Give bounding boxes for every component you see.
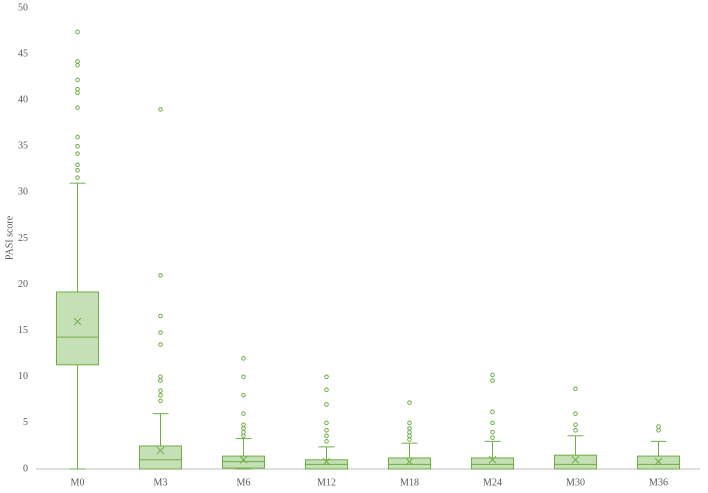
outlier <box>490 435 495 440</box>
y-tick-label: 10 <box>18 371 28 382</box>
outlier <box>656 424 661 429</box>
outlier <box>158 374 163 380</box>
y-tick-label: 0 <box>23 463 28 474</box>
outlier <box>75 162 80 168</box>
x-tick-label: M36 <box>649 477 668 488</box>
y-axis-label: PASI score <box>4 215 15 260</box>
outlier <box>241 426 246 431</box>
mean-marker <box>488 455 497 464</box>
outlier <box>241 411 246 416</box>
outlier <box>490 378 495 383</box>
box <box>554 454 597 470</box>
outlier <box>75 59 80 64</box>
outlier <box>158 107 163 112</box>
outlier <box>75 90 80 96</box>
box <box>637 455 680 470</box>
mean-marker <box>156 446 165 455</box>
outlier <box>407 400 412 405</box>
outlier <box>407 437 412 442</box>
outlier <box>573 386 578 392</box>
y-tick-label: 15 <box>18 325 28 336</box>
outlier <box>490 420 495 426</box>
outlier <box>158 273 163 278</box>
outlier <box>573 411 578 416</box>
outlier <box>241 392 246 398</box>
x-tick-label: M30 <box>566 477 585 488</box>
outlier <box>75 86 80 92</box>
outlier <box>656 427 661 433</box>
mean-marker <box>571 455 580 464</box>
outlier <box>75 167 80 173</box>
outlier <box>75 151 80 156</box>
outlier <box>75 105 80 110</box>
outlier <box>324 402 329 407</box>
outlier <box>407 426 412 431</box>
outlier <box>75 62 80 68</box>
outlier <box>324 433 329 439</box>
y-tick-label: 25 <box>18 233 28 244</box>
outlier <box>490 409 495 415</box>
x-tick-label: M24 <box>483 477 502 488</box>
y-tick-label: 40 <box>18 94 28 105</box>
outlier <box>75 175 80 180</box>
outlier <box>75 144 80 149</box>
x-tick-label: M18 <box>400 477 419 488</box>
outlier <box>324 387 329 393</box>
outlier <box>490 429 495 435</box>
outlier <box>158 398 163 404</box>
outlier <box>573 422 578 428</box>
x-tick-label: M6 <box>237 477 251 488</box>
y-tick-label: 45 <box>18 48 28 59</box>
outlier <box>158 392 163 398</box>
mean-marker <box>239 455 248 464</box>
box <box>471 457 514 470</box>
outlier <box>241 429 246 435</box>
y-tick-label: 20 <box>18 279 28 290</box>
outlier <box>407 433 412 439</box>
outlier <box>573 427 578 433</box>
outlier <box>407 420 412 426</box>
y-tick-label: 5 <box>23 417 28 428</box>
outlier <box>158 388 163 393</box>
outlier <box>75 77 80 83</box>
y-tick-label: 35 <box>18 141 28 152</box>
mean-marker <box>322 457 331 466</box>
box <box>139 445 182 470</box>
box <box>56 291 99 366</box>
outlier <box>241 356 246 361</box>
outlier <box>158 342 163 347</box>
outlier <box>407 429 412 435</box>
mean-marker <box>405 457 414 466</box>
outlier <box>241 433 246 439</box>
y-tick-label: 50 <box>18 2 28 13</box>
mean-marker <box>73 317 82 326</box>
x-tick-label: M0 <box>71 477 85 488</box>
outlier <box>158 330 163 335</box>
mean-marker <box>654 457 663 466</box>
outlier <box>241 422 246 428</box>
outlier <box>158 313 163 319</box>
outlier <box>158 378 163 383</box>
outlier <box>75 134 80 140</box>
x-tick-label: M3 <box>154 477 168 488</box>
outlier <box>324 420 329 426</box>
outlier <box>490 372 495 378</box>
outlier <box>324 374 329 380</box>
box <box>388 457 431 470</box>
outlier <box>75 29 80 35</box>
x-tick-label: M12 <box>317 477 336 488</box>
y-tick-label: 30 <box>18 187 28 198</box>
outlier <box>241 374 246 380</box>
outlier <box>324 427 329 433</box>
outlier <box>324 439 329 444</box>
